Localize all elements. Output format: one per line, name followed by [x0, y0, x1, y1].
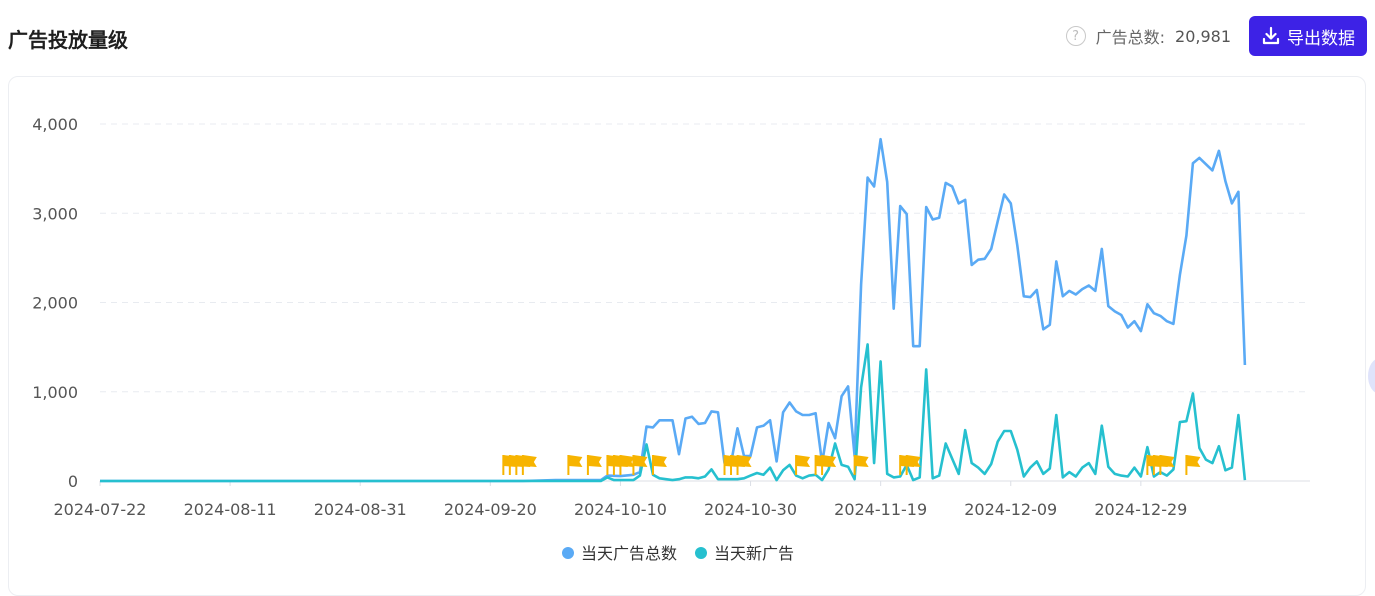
chart-legend: 当天广告总数 当天新广告	[562, 544, 794, 563]
flag-icon	[795, 455, 811, 475]
flag-icon	[1159, 455, 1175, 475]
flag-icon	[567, 455, 583, 475]
flag-icon	[651, 455, 667, 475]
y-tick-label: 1,000	[32, 383, 78, 402]
flag-body	[796, 455, 811, 467]
flag-icon	[632, 455, 648, 475]
flag-body	[1186, 455, 1201, 467]
flag-body	[522, 455, 537, 467]
question-circle-icon[interactable]: ?	[1065, 26, 1086, 46]
flag-icon	[619, 455, 635, 475]
grid-lines	[100, 123, 1310, 482]
flag-icon	[853, 455, 869, 475]
x-axis-ticks: 2024-07-22 2024-08-11 2024-08-31 2024-09-20…	[54, 481, 1187, 519]
flag-icon	[521, 455, 537, 475]
flag-icon	[821, 455, 837, 475]
x-tick-label: 2024-10-10	[574, 500, 667, 519]
export-button[interactable]: 导出数据	[1249, 16, 1367, 56]
x-tick-label: 2024-07-22	[54, 500, 147, 519]
series-line-total	[100, 137, 1247, 483]
y-tick-label: 2,000	[32, 294, 78, 313]
flag-icon	[1185, 455, 1201, 475]
total-label: 广告总数:	[1095, 28, 1166, 47]
header-actions: ? 广告总数: 20,981 导出数据	[1065, 16, 1367, 56]
flag-body	[568, 455, 583, 467]
legend-label: 当天广告总数	[581, 544, 677, 563]
flag-body	[822, 455, 837, 467]
flag-icon	[905, 455, 921, 475]
flag-markers	[502, 455, 1201, 475]
flag-body	[633, 455, 648, 467]
x-tick-label: 2024-08-11	[184, 500, 277, 519]
y-tick-label: 0	[68, 472, 78, 491]
flag-body	[737, 455, 752, 467]
flag-body	[906, 455, 921, 467]
series-lines	[100, 137, 1247, 483]
export-button-label: 导出数据	[1287, 28, 1355, 49]
y-axis-ticks: 0 1,000 2,000 3,000 4,000	[32, 115, 78, 491]
legend-item: 当天广告总数	[562, 544, 677, 563]
total-value: 20,981	[1175, 26, 1231, 46]
legend-label: 当天新广告	[714, 544, 794, 563]
x-tick-label: 2024-12-09	[964, 500, 1057, 519]
scroll-handle[interactable]	[1368, 358, 1375, 394]
flag-body	[587, 455, 602, 467]
flag-body	[1160, 455, 1175, 467]
flag-icon	[586, 455, 602, 475]
flag-body	[854, 455, 869, 467]
legend-swatch	[695, 547, 707, 559]
flag-body	[620, 455, 635, 467]
x-tick-label: 2024-09-20	[444, 500, 537, 519]
flag-icon	[736, 455, 752, 475]
flag-body	[652, 455, 667, 467]
y-tick-label: 4,000	[32, 115, 78, 134]
chart-area: 0 1,000 2,000 3,000 4,000 2024-07-22 2024-08-…	[32, 115, 1310, 563]
x-tick-label: 2024-08-31	[314, 500, 407, 519]
y-tick-label: 3,000	[32, 204, 78, 223]
x-tick-label: 2024-12-29	[1094, 500, 1187, 519]
x-tick-label: 2024-10-30	[704, 500, 797, 519]
x-tick-label: 2024-11-19	[834, 500, 927, 519]
series-line-new	[100, 343, 1247, 483]
legend-swatch	[562, 547, 574, 559]
download-icon	[1262, 26, 1280, 45]
chart-card	[8, 76, 1366, 596]
page-title: 广告投放量级	[8, 28, 128, 52]
legend-item: 当天新广告	[695, 544, 794, 563]
